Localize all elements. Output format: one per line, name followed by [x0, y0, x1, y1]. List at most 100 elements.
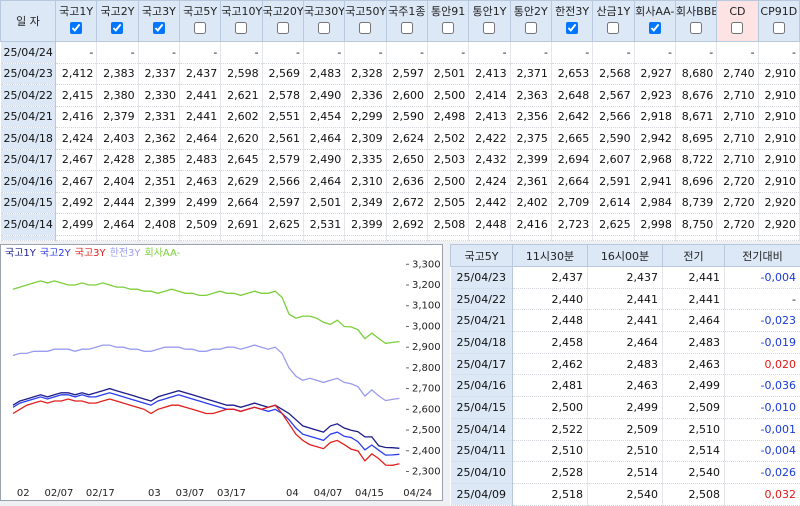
value-cell: 2,500 [427, 171, 468, 193]
value-cell: 2,337 [138, 63, 179, 85]
value-cell: 2,432 [469, 149, 510, 171]
value-cell: 2,499 [588, 397, 663, 419]
value-cell: 2,568 [593, 63, 634, 85]
column-checkbox[interactable] [525, 22, 537, 34]
column-checkbox[interactable] [153, 22, 165, 34]
value-cell: 2,710 [717, 149, 758, 171]
value-cell: 2,399 [138, 192, 179, 214]
value-cell: - [138, 42, 179, 64]
value-cell: 2,648 [551, 85, 592, 107]
value-cell: 2,467 [56, 171, 97, 193]
checkbox-cell [97, 21, 137, 40]
value-cell: 2,508 [427, 214, 468, 236]
y-tick-label: 3,200 [412, 280, 441, 291]
column-checkbox[interactable] [111, 22, 123, 34]
value-cell: 2,499 [179, 192, 220, 214]
checkbox-cell [304, 21, 344, 40]
date-cell: 25/04/15 [1, 192, 56, 214]
value-cell: - [510, 42, 551, 64]
value-cell: 2,614 [593, 192, 634, 214]
series-line [13, 393, 399, 455]
column-checkbox[interactable] [731, 22, 743, 34]
column-checkbox[interactable] [401, 22, 413, 34]
y-tick-label: 2,800 [412, 363, 441, 374]
value-cell: 2,383 [97, 63, 138, 85]
value-cell: 2,462 [513, 353, 588, 375]
value-cell: 2,464 [303, 128, 344, 150]
series-line [13, 345, 399, 401]
value-cell: 2,508 [663, 483, 725, 505]
empty-cell [262, 235, 303, 240]
value-cell: 2,629 [221, 171, 262, 193]
column-checkbox[interactable] [359, 22, 371, 34]
value-cell: - [179, 42, 220, 64]
date-cell: 25/04/21 [1, 106, 56, 128]
y-tick-label: 2,600 [412, 404, 441, 415]
value-cell: 2,650 [386, 149, 427, 171]
column-checkbox[interactable] [773, 22, 785, 34]
value-cell: 2,998 [634, 214, 675, 236]
value-cell: 2,910 [758, 128, 799, 150]
y-tick-label: 2,700 [412, 384, 441, 395]
column-checkbox[interactable] [607, 22, 619, 34]
value-cell: 2,569 [262, 63, 303, 85]
column-header: 국주1종 [386, 1, 427, 42]
value-cell: 2,408 [138, 214, 179, 236]
header-label: 산금1Y [593, 2, 633, 21]
value-cell: 2,561 [262, 128, 303, 150]
empty-cell [469, 235, 510, 240]
value-cell: 2,371 [510, 63, 551, 85]
value-cell: - [221, 42, 262, 64]
column-checkbox[interactable] [442, 22, 454, 34]
value-cell: 2,336 [345, 85, 386, 107]
y-tick-label: 2,400 [412, 446, 441, 457]
column-header: CD [717, 1, 758, 42]
column-checkbox[interactable] [690, 22, 702, 34]
x-tick-label: 03 [148, 488, 161, 499]
value-cell: 8,695 [675, 128, 716, 150]
value-cell: 2,645 [221, 149, 262, 171]
column-checkbox[interactable] [318, 22, 330, 34]
value-cell: -0,036 [725, 375, 800, 397]
value-cell: -0,023 [725, 310, 800, 332]
value-cell: 8,750 [675, 214, 716, 236]
value-cell: 2,910 [758, 149, 799, 171]
date-cell: 25/04/17 [1, 149, 56, 171]
column-checkbox[interactable] [70, 22, 82, 34]
column-checkbox[interactable] [566, 22, 578, 34]
column-header: 국고3Y [138, 1, 179, 42]
value-cell: 2,490 [303, 85, 344, 107]
column-header: 일 자 [1, 1, 56, 42]
column-checkbox[interactable] [483, 22, 495, 34]
column-checkbox[interactable] [194, 22, 206, 34]
header-label: 국고30Y [304, 2, 344, 21]
value-cell: 2,620 [221, 128, 262, 150]
date-cell: 25/04/22 [1, 85, 56, 107]
value-cell: -0,010 [725, 397, 800, 419]
value-cell: 2,464 [179, 128, 220, 150]
column-checkbox[interactable] [235, 22, 247, 34]
date-cell: 25/04/14 [451, 418, 513, 440]
value-cell: 0,032 [725, 483, 800, 505]
column-checkbox[interactable] [277, 22, 289, 34]
value-cell: 2,448 [469, 214, 510, 236]
value-cell: 2,942 [634, 128, 675, 150]
value-cell: 2,375 [510, 128, 551, 150]
value-cell: 2,522 [513, 418, 588, 440]
value-cell: 2,463 [179, 171, 220, 193]
value-cell: 2,464 [663, 310, 725, 332]
column-checkbox[interactable] [649, 22, 661, 34]
column-header: 국고5Y [179, 1, 220, 42]
value-cell: 2,567 [593, 85, 634, 107]
value-cell: - [345, 42, 386, 64]
value-cell: 2,510 [513, 440, 588, 462]
value-cell: 2,579 [262, 149, 303, 171]
date-cell: 25/04/16 [451, 375, 513, 397]
